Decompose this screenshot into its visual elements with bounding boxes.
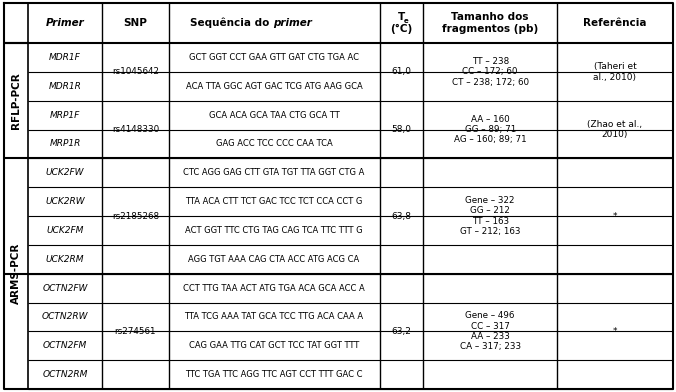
- Text: Referência: Referência: [583, 18, 647, 28]
- Text: MDR1R: MDR1R: [49, 82, 82, 91]
- Text: Gene – 322
GG – 212
TT – 163
GT – 212; 163: Gene – 322 GG – 212 TT – 163 GT – 212; 1…: [460, 196, 521, 236]
- Text: ACA TTA GGC AGT GAC TCG ATG AAG GCA: ACA TTA GGC AGT GAC TCG ATG AAG GCA: [186, 82, 362, 91]
- Text: Primer: Primer: [46, 18, 84, 28]
- Text: 61,0: 61,0: [391, 67, 412, 76]
- Text: CAG GAA TTG CAT GCT TCC TAT GGT TTT: CAG GAA TTG CAT GCT TCC TAT GGT TTT: [189, 341, 359, 350]
- Text: UCK2RM: UCK2RM: [46, 255, 84, 264]
- Text: *: *: [612, 212, 617, 221]
- Text: Tamanho dos
fragmentos (pb): Tamanho dos fragmentos (pb): [442, 12, 538, 34]
- Text: rs4148330: rs4148330: [112, 125, 159, 134]
- Text: GAG ACC TCC CCC CAA TCA: GAG ACC TCC CCC CAA TCA: [216, 140, 333, 149]
- Text: GCT GGT CCT GAA GTT GAT CTG TGA AC: GCT GGT CCT GAA GTT GAT CTG TGA AC: [189, 53, 359, 62]
- Text: Sequência do: Sequência do: [190, 18, 273, 28]
- Text: UCK2RW: UCK2RW: [45, 197, 85, 206]
- Text: OCTN2FM: OCTN2FM: [43, 341, 87, 350]
- Text: UCK2FM: UCK2FM: [47, 226, 84, 235]
- Text: MRP1R: MRP1R: [49, 140, 80, 149]
- Text: Gene – 496
CC – 317
AA – 233
CA – 317; 233: Gene – 496 CC – 317 AA – 233 CA – 317; 2…: [460, 311, 521, 352]
- Text: ACT GGT TTC CTG TAG CAG TCA TTC TTT G: ACT GGT TTC CTG TAG CAG TCA TTC TTT G: [185, 226, 363, 235]
- Text: 63,8: 63,8: [391, 212, 412, 221]
- Text: primer: primer: [273, 18, 312, 28]
- Text: OCTN2FW: OCTN2FW: [43, 283, 88, 292]
- Text: (Taheri et
al., 2010): (Taheri et al., 2010): [594, 62, 636, 82]
- Text: UCK2FW: UCK2FW: [46, 168, 84, 177]
- Text: OCTN2RM: OCTN2RM: [43, 370, 88, 379]
- Text: OCTN2RW: OCTN2RW: [42, 312, 89, 321]
- Text: CCT TTG TAA ACT ATG TGA ACA GCA ACC A: CCT TTG TAA ACT ATG TGA ACA GCA ACC A: [183, 283, 365, 292]
- Text: GCA ACA GCA TAA CTG GCA TT: GCA ACA GCA TAA CTG GCA TT: [209, 111, 339, 120]
- Text: TTA TCG AAA TAT GCA TCC TTG ACA CAA A: TTA TCG AAA TAT GCA TCC TTG ACA CAA A: [185, 312, 364, 321]
- Text: MRP1F: MRP1F: [50, 111, 80, 120]
- Text: SNP: SNP: [124, 18, 147, 28]
- Text: rs274561: rs274561: [115, 327, 156, 336]
- Text: *: *: [612, 327, 617, 336]
- Text: 58,0: 58,0: [391, 125, 412, 134]
- Text: ARMS-PCR: ARMS-PCR: [11, 243, 21, 304]
- Text: TTA ACA CTT TCT GAC TCC TCT CCA CCT G: TTA ACA CTT TCT GAC TCC TCT CCA CCT G: [185, 197, 363, 206]
- Text: MDR1F: MDR1F: [49, 53, 81, 62]
- Text: T: T: [398, 12, 405, 22]
- Text: rs2185268: rs2185268: [112, 212, 159, 221]
- Text: AGG TGT AAA CAG CTA ACC ATG ACG CA: AGG TGT AAA CAG CTA ACC ATG ACG CA: [189, 255, 360, 264]
- Text: TT – 238
CC – 172; 60
CT – 238; 172; 60: TT – 238 CC – 172; 60 CT – 238; 172; 60: [452, 57, 529, 87]
- Text: TTC TGA TTC AGG TTC AGT CCT TTT GAC C: TTC TGA TTC AGG TTC AGT CCT TTT GAC C: [185, 370, 363, 379]
- Text: AA – 160
GG – 89; 71
AG – 160; 89; 71: AA – 160 GG – 89; 71 AG – 160; 89; 71: [454, 114, 527, 144]
- Text: (°C): (°C): [390, 24, 412, 34]
- Text: e: e: [404, 18, 408, 24]
- Text: CTC AGG GAG CTT GTA TGT TTA GGT CTG A: CTC AGG GAG CTT GTA TGT TTA GGT CTG A: [183, 168, 365, 177]
- Text: rs1045642: rs1045642: [112, 67, 159, 76]
- Text: 63,2: 63,2: [391, 327, 412, 336]
- Text: RFLP-PCR: RFLP-PCR: [11, 72, 21, 129]
- Text: (Zhao et al.,
2010): (Zhao et al., 2010): [587, 120, 642, 139]
